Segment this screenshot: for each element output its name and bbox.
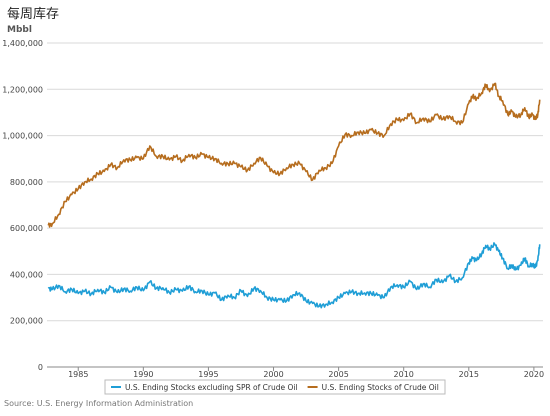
series-line	[47, 82, 541, 228]
legend-label: U.S. Ending Stocks excluding SPR of Crud…	[125, 383, 298, 392]
series-group	[47, 82, 541, 309]
y-tick-label: 400,000	[10, 270, 43, 279]
gridlines	[47, 42, 543, 368]
series-line	[47, 242, 541, 309]
x-tick-label: 1990	[133, 370, 153, 379]
y-tick-label: 0	[38, 363, 43, 372]
x-tick-label: 1995	[198, 370, 218, 379]
y-tick-label: 600,000	[10, 224, 43, 233]
x-tick-label: 2010	[394, 370, 414, 379]
x-axis: 1985 1990 1995 2000 2005 2010 2015 2020	[68, 367, 544, 379]
chart-title: 每周库存	[7, 7, 60, 22]
x-tick-label: 2005	[328, 370, 348, 379]
legend-box	[104, 379, 446, 395]
y-tick-label: 1,400,000	[2, 39, 43, 48]
legend-label: U.S. Ending Stocks of Crude Oil	[322, 383, 439, 392]
y-axis-unit: Mbbl	[7, 25, 32, 35]
y-tick-label: 800,000	[10, 178, 43, 187]
y-tick-label: 1,200,000	[2, 85, 43, 94]
source-note: Source: U.S. Energy Information Administ…	[4, 399, 194, 408]
legend: U.S. Ending Stocks excluding SPR of Crud…	[104, 379, 446, 395]
x-tick-label: 2015	[459, 370, 479, 379]
y-tick-label: 1,000,000	[2, 132, 43, 141]
y-tick-label: 200,000	[10, 317, 43, 326]
x-tick-label: 2000	[263, 370, 283, 379]
y-axis: 0 200,000 400,000 600,000 800,000 1,000,000 1,…	[2, 39, 43, 372]
x-tick-label: 1985	[68, 370, 88, 379]
x-tick-label: 2020	[524, 370, 544, 379]
